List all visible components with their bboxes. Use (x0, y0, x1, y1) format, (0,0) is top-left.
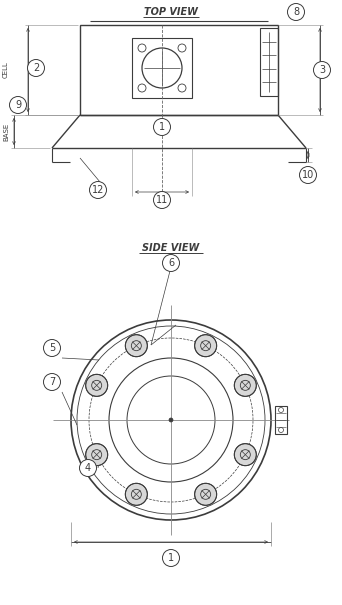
Text: 12: 12 (92, 185, 104, 195)
Circle shape (27, 59, 44, 76)
Text: 3: 3 (319, 65, 325, 75)
Bar (260, 28, 278, 96)
Bar (80, 25, 278, 115)
Circle shape (126, 335, 147, 357)
Text: 6: 6 (168, 258, 174, 268)
Text: 4: 4 (85, 463, 91, 473)
Circle shape (234, 374, 256, 396)
Circle shape (195, 335, 216, 357)
Circle shape (43, 339, 61, 356)
Circle shape (90, 182, 106, 198)
Text: 10: 10 (302, 170, 314, 180)
Bar (132, 38, 192, 98)
Circle shape (288, 4, 304, 21)
Circle shape (86, 443, 108, 466)
Circle shape (43, 373, 61, 390)
Text: 7: 7 (49, 377, 55, 387)
Text: 5: 5 (49, 343, 55, 353)
Circle shape (154, 192, 171, 209)
Text: 9: 9 (15, 100, 21, 110)
Text: 2: 2 (33, 63, 39, 73)
Circle shape (162, 549, 180, 566)
Circle shape (300, 166, 316, 183)
Circle shape (86, 374, 108, 396)
Circle shape (126, 483, 147, 505)
Text: SIDE VIEW: SIDE VIEW (142, 243, 200, 253)
Circle shape (314, 62, 330, 79)
Text: 1: 1 (159, 122, 165, 132)
Circle shape (162, 255, 180, 272)
Circle shape (195, 483, 216, 505)
Text: 8: 8 (293, 7, 299, 17)
Circle shape (234, 443, 256, 466)
Text: 11: 11 (156, 195, 168, 205)
Text: BASE: BASE (3, 122, 9, 140)
Circle shape (10, 97, 26, 114)
Circle shape (169, 418, 173, 422)
Text: 1: 1 (168, 553, 174, 563)
Text: TOP VIEW: TOP VIEW (144, 7, 198, 17)
Bar (275, 406, 287, 434)
Circle shape (154, 119, 171, 136)
Text: CELL: CELL (3, 62, 9, 79)
Circle shape (79, 460, 96, 477)
